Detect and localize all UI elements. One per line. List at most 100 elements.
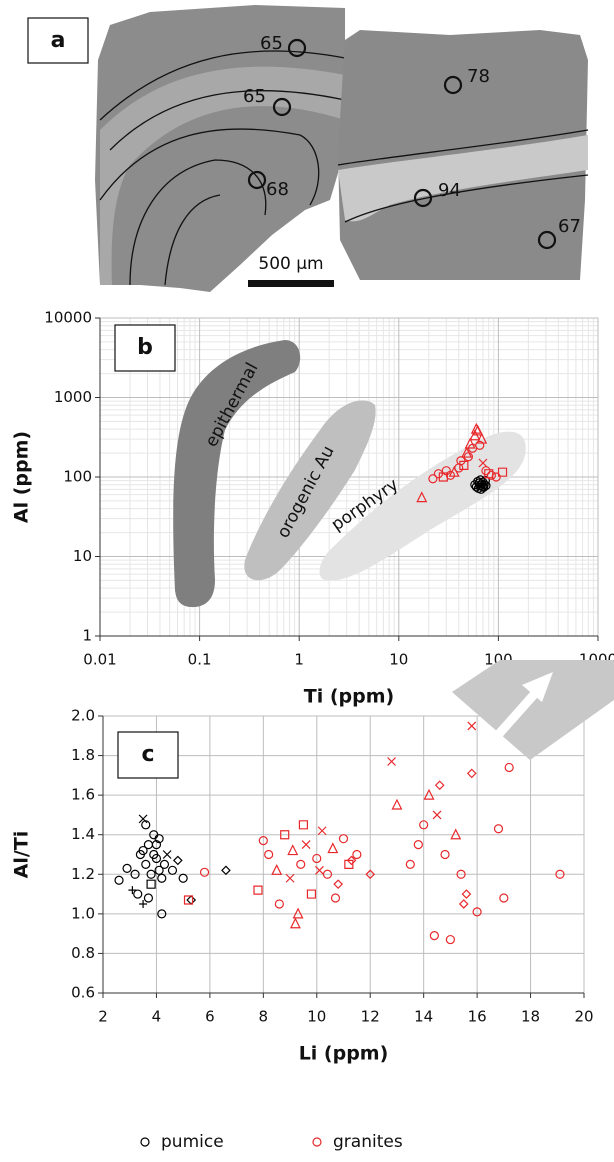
legend: pumice granites — [140, 1132, 403, 1152]
field-orogenic — [244, 400, 376, 581]
y-tick-label: 1.6 — [71, 786, 95, 804]
point — [499, 893, 509, 903]
point — [440, 849, 450, 860]
panel-label: a — [51, 28, 66, 53]
point — [493, 824, 504, 834]
point — [486, 470, 496, 480]
point — [344, 859, 354, 869]
point — [151, 840, 162, 850]
point — [146, 879, 156, 889]
point — [467, 721, 477, 731]
point — [327, 842, 339, 854]
point — [475, 440, 485, 450]
chart-c: 2 4 6 8 10 12 14 16 18 20 0.6 0.8 1.0 1.2 1.4 1.6 1.8 2.0… — [11, 707, 594, 1065]
point — [114, 875, 124, 885]
point — [352, 849, 362, 860]
point — [391, 798, 403, 810]
point — [333, 879, 344, 890]
point — [258, 836, 268, 846]
point — [458, 899, 469, 909]
point — [312, 853, 322, 864]
point — [317, 826, 327, 836]
point — [416, 491, 428, 503]
field-porphyry — [319, 431, 526, 581]
point — [172, 855, 183, 866]
spot — [247, 170, 267, 190]
y-tick-label: 100 — [63, 468, 92, 486]
point — [461, 889, 472, 899]
x-tick-label: 12 — [361, 1008, 380, 1026]
spot — [287, 38, 307, 58]
zone-band — [100, 66, 345, 285]
x-tick-label: 4 — [152, 1008, 162, 1026]
spot-label: 67 — [558, 216, 581, 237]
panel-label: c — [141, 742, 154, 767]
point — [154, 834, 164, 844]
x-tick-label: 0.1 — [188, 651, 212, 669]
point — [478, 458, 488, 468]
scale-bar — [248, 280, 334, 287]
x-tick-label: 20 — [574, 1008, 593, 1026]
y-tick-label: 1000 — [54, 388, 92, 406]
point — [481, 480, 491, 491]
x-tick-label: 6 — [205, 1008, 215, 1026]
point — [253, 885, 263, 895]
chart-c-points — [114, 721, 565, 945]
point — [481, 466, 491, 476]
point — [183, 895, 194, 905]
point — [413, 840, 423, 850]
point — [428, 474, 438, 484]
point — [429, 931, 439, 941]
y-tick-label: 1 — [82, 627, 92, 645]
point — [480, 476, 490, 486]
point — [296, 859, 306, 869]
zone-line — [99, 50, 346, 286]
point — [419, 820, 429, 830]
point — [555, 869, 565, 879]
legend-marker — [312, 1137, 322, 1147]
y-tick-label: 10 — [73, 547, 92, 565]
point — [466, 768, 477, 779]
y-tick-label: 0.8 — [71, 944, 95, 962]
point — [432, 810, 442, 820]
point — [280, 830, 290, 840]
point — [292, 907, 304, 919]
plot-area — [102, 715, 585, 994]
point — [463, 452, 474, 462]
x-tick-label: 10 — [389, 651, 408, 669]
point — [472, 907, 482, 917]
point — [338, 834, 349, 844]
point — [405, 859, 415, 869]
point — [301, 840, 311, 850]
spot-label: 68 — [266, 179, 289, 200]
point — [491, 472, 501, 482]
point — [146, 869, 156, 879]
x-tick-label: 8 — [259, 1008, 269, 1026]
x-axis-label: Ti (ppm) — [304, 686, 394, 708]
point — [159, 859, 170, 869]
x-axis-label: Li (ppm) — [299, 1043, 389, 1065]
point — [450, 828, 462, 840]
point — [274, 899, 284, 909]
spot — [537, 230, 557, 250]
point — [285, 873, 295, 883]
point — [157, 873, 167, 883]
y-axis-label: Al/Ti — [11, 831, 33, 879]
arrow-shaft — [494, 687, 542, 738]
panel-label: b — [137, 335, 153, 360]
field-epithermal — [173, 340, 301, 608]
point — [497, 467, 508, 477]
point — [141, 859, 151, 869]
point — [433, 469, 444, 479]
y-tick-label: 0.6 — [71, 984, 95, 1002]
point — [178, 873, 188, 883]
point — [459, 460, 469, 470]
point — [133, 889, 143, 899]
y-axis-label: Al (ppm) — [11, 431, 33, 523]
point — [464, 437, 476, 449]
zoom-arrow — [452, 660, 614, 760]
legend-marker — [140, 1137, 150, 1147]
point — [330, 893, 341, 903]
